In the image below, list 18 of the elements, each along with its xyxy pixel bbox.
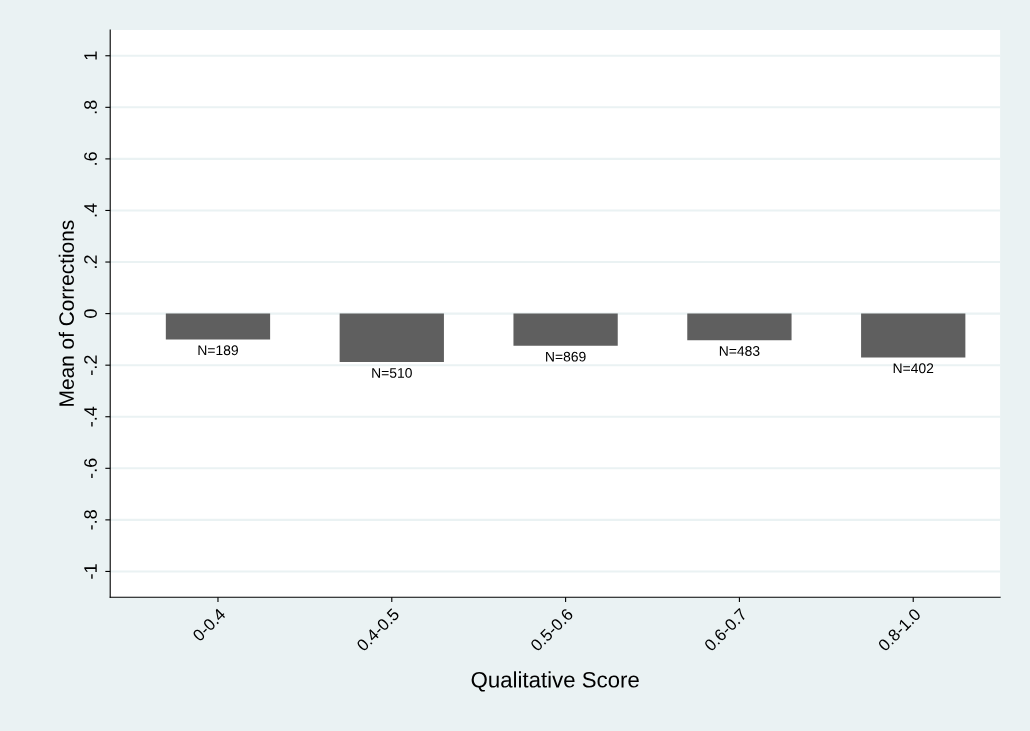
annotation: N=869 [546,351,586,362]
y-tick-label: .6 [84,152,97,165]
y-tick-label: -1 [84,564,97,579]
y-tick-label: 0 [84,309,97,318]
y-axis-title: Mean of Corrections [58,220,74,406]
y-tick-label: 1 [84,51,97,60]
x-axis-title: Qualitative Score [471,671,639,692]
y-tick-label: -.8 [84,510,97,530]
annotation: N=483 [719,346,760,356]
annotation: N=510 [372,368,412,378]
y-tick-label: -.6 [84,458,97,479]
annotation: N=189 [198,345,238,356]
y-tick-label: .8 [84,100,97,114]
y-tick-label: .4 [84,203,97,217]
y-tick-label: .2 [84,255,97,268]
annotation: N=402 [893,363,934,374]
y-tick-label: -.2 [84,355,97,375]
y-tick-label: -.4 [84,406,97,427]
